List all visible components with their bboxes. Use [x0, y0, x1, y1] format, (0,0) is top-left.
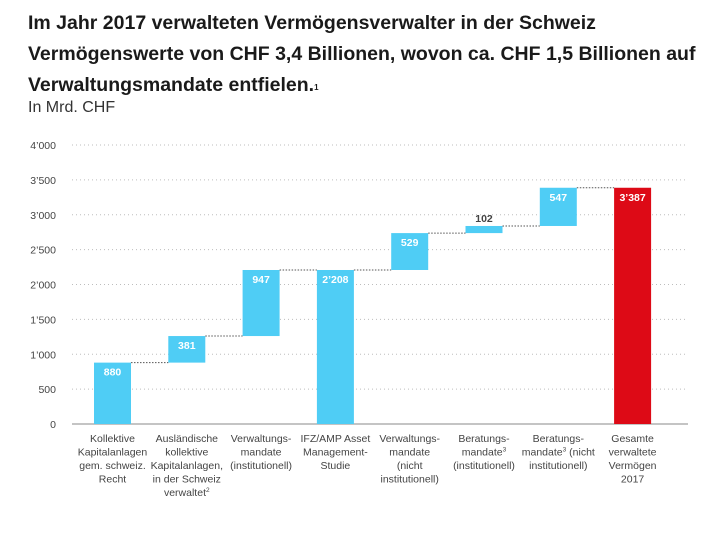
data-label: 381 [178, 340, 196, 352]
y-tick-label: 500 [38, 384, 56, 396]
chart-subtitle: In Mrd. CHF [28, 99, 116, 116]
y-tick-label: 3’500 [30, 175, 56, 187]
data-label: 529 [401, 237, 419, 249]
bar-4 [316, 269, 354, 424]
category-label: Verwaltungs-mandate (nicht institutionell) [379, 433, 440, 486]
data-label: 2’208 [322, 274, 348, 286]
y-tick-label: 2’500 [30, 245, 56, 257]
bar-2 [168, 336, 206, 363]
category-label: Beratungs-mandate3 (institutionell) [453, 433, 515, 472]
y-tick-label: 1’500 [30, 314, 56, 326]
title-footnote: 1 [314, 83, 319, 92]
category-label: IFZ/AMP Asset Management-Studie [300, 433, 370, 472]
category-label: Gesamte verwaltete Vermögen 2017 [609, 433, 657, 486]
category-label: Verwaltungs-mandate (institutionell) [230, 433, 292, 472]
bar-5 [391, 233, 429, 270]
y-tick-label: 3’000 [30, 210, 56, 222]
data-label: 102 [475, 213, 493, 225]
bar-1 [94, 362, 131, 424]
data-label: 547 [550, 192, 568, 204]
y-tick-label: 1’000 [30, 349, 56, 361]
data-label: 880 [104, 367, 122, 379]
bar-6 [465, 225, 503, 234]
y-tick-label: 2’000 [30, 280, 56, 292]
category-label: Ausländische kollektive Kapitalanlagen, in … [151, 433, 223, 499]
bar-3 [242, 269, 280, 337]
category-label: Beratungs-mandate3 (nicht institutionell) [522, 433, 595, 472]
bar-8 [614, 187, 652, 424]
chart-title: Im Jahr 2017 verwalteten Vermögensverwal… [28, 12, 696, 96]
bar-7 [539, 187, 577, 226]
data-label: 947 [252, 274, 270, 286]
y-tick-label: 0 [50, 419, 56, 431]
category-label: Kollektive Kapitalanlagen gem. schweiz. Rec… [78, 433, 148, 486]
data-label: 3’387 [619, 192, 645, 204]
y-tick-label: 4’000 [30, 140, 56, 152]
